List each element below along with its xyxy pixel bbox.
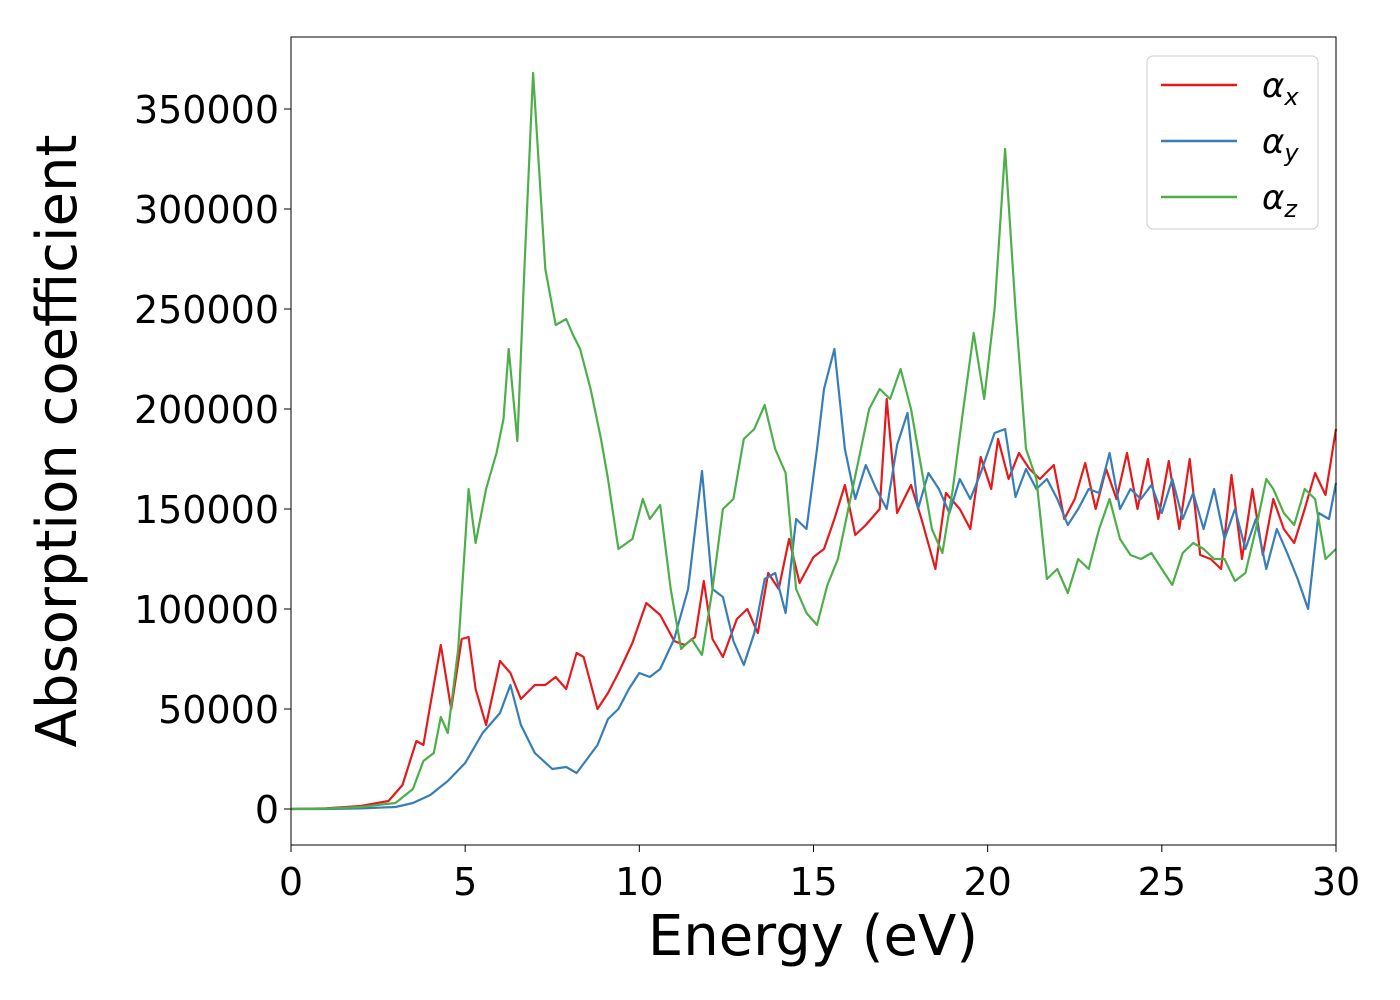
y-axis-title: Absorption coefficient xyxy=(25,135,90,748)
legend-box xyxy=(1146,55,1319,230)
y-tick-label: 0 xyxy=(255,788,279,832)
x-tick-label: 25 xyxy=(1138,860,1186,904)
y-tick-label: 150000 xyxy=(134,488,279,532)
y-tick-label: 200000 xyxy=(134,388,279,432)
y-tick-label: 50000 xyxy=(158,688,279,732)
legend-label-y: αy xyxy=(1262,122,1299,167)
y-axis-ticks: 0 50000 100000 150000 200000 250000 300000 3500… xyxy=(134,88,291,832)
x-tick-label: 20 xyxy=(963,860,1011,904)
y-tick-label: 100000 xyxy=(134,588,279,632)
x-tick-label: 0 xyxy=(279,860,303,904)
series-line-z xyxy=(290,71,1337,811)
y-tick-label: 300000 xyxy=(134,188,279,232)
legend: αx αy αz xyxy=(1146,55,1319,230)
series-line-y xyxy=(291,347,1338,811)
legend-label-x: αx xyxy=(1262,66,1299,111)
y-tick-label: 350000 xyxy=(134,88,279,132)
x-axis-title: Energy (eV) xyxy=(648,904,978,969)
legend-label-z: αz xyxy=(1262,178,1298,223)
x-tick-label: 10 xyxy=(615,860,663,904)
x-tick-label: 15 xyxy=(789,860,837,904)
series-lines xyxy=(290,71,1338,811)
y-tick-label: 250000 xyxy=(134,288,279,332)
x-tick-label: 30 xyxy=(1312,860,1360,904)
x-axis-ticks: 0 5 10 15 20 25 30 xyxy=(279,845,1360,904)
x-tick-label: 5 xyxy=(453,860,477,904)
series-line-x xyxy=(290,397,1338,811)
